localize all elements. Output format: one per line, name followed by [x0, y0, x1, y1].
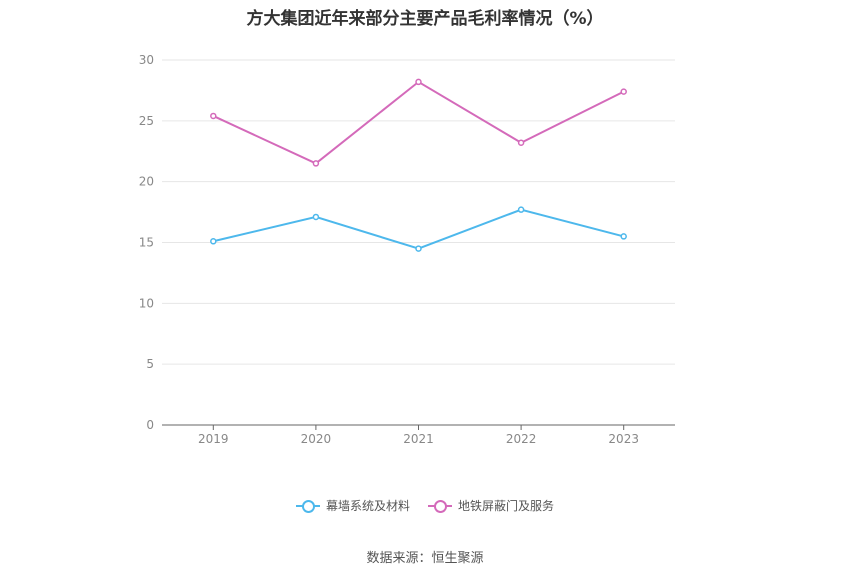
y-tick-label: 5: [146, 357, 154, 371]
data-point: [312, 160, 320, 167]
series-line-2: [212, 80, 625, 165]
y-tick-label: 10: [139, 296, 154, 310]
axes: 0 5 10 15 20 25 30 2019 2020 2021 2022 2023: [139, 53, 675, 446]
data-point: [620, 88, 627, 95]
legend-marker-icon: [295, 499, 320, 513]
data-point: [210, 238, 217, 245]
x-tick-label: 2023: [608, 432, 639, 446]
data-point: [415, 245, 422, 252]
data-point: [620, 233, 627, 240]
data-point: [517, 206, 525, 213]
data-source-note: 数据来源：恒生聚源: [366, 551, 484, 566]
legend-item-series-1[interactable]: 幕墙系统及材料: [295, 497, 410, 514]
legend-item-series-2[interactable]: 地铁屏蔽门及服务: [428, 497, 554, 514]
line-chart: 0 5 10 15 20 25 30 2019 2020 2021 2022 2023: [139, 53, 675, 446]
y-tick-label: 25: [139, 114, 154, 128]
data-point: [415, 78, 422, 86]
legend-label: 幕墙系统及材料: [325, 499, 410, 513]
data-point: [517, 139, 525, 146]
x-tick-label: 2020: [301, 432, 332, 446]
x-tick-label: 2022: [506, 432, 537, 446]
x-tick-label: 2021: [403, 432, 434, 446]
chart-title: 方大集团近年来部分主要产品毛利率情况（%）: [246, 9, 604, 29]
data-point: [210, 112, 217, 120]
y-tick-label: 0: [146, 418, 154, 432]
x-tick-label: 2019: [198, 432, 229, 446]
legend: 幕墙系统及材料 地铁屏蔽门及服务: [0, 497, 850, 514]
y-tick-label: 30: [139, 53, 154, 67]
y-tick-label: 15: [139, 236, 154, 250]
legend-label: 地铁屏蔽门及服务: [458, 499, 555, 513]
data-point: [312, 213, 320, 221]
gridlines: [162, 59, 675, 365]
y-tick-label: 20: [139, 175, 154, 189]
series-lines: [210, 78, 627, 252]
legend-marker-icon: [428, 499, 452, 513]
